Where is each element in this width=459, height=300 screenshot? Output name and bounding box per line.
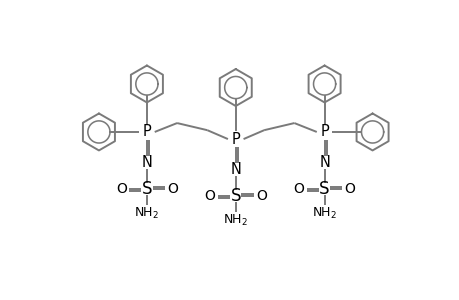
Text: NH$_2$: NH$_2$ bbox=[223, 212, 248, 228]
Text: P: P bbox=[319, 124, 328, 140]
Text: N: N bbox=[141, 155, 152, 170]
Text: S: S bbox=[319, 180, 329, 198]
Text: P: P bbox=[231, 132, 240, 147]
Text: O: O bbox=[293, 182, 304, 196]
Text: N: N bbox=[230, 162, 241, 177]
Text: O: O bbox=[116, 182, 127, 196]
Text: O: O bbox=[167, 182, 178, 196]
Text: NH$_2$: NH$_2$ bbox=[311, 206, 336, 220]
Text: P: P bbox=[142, 124, 151, 140]
Text: S: S bbox=[230, 187, 241, 205]
Text: S: S bbox=[141, 180, 152, 198]
Text: O: O bbox=[204, 189, 215, 203]
Text: O: O bbox=[344, 182, 355, 196]
Text: NH$_2$: NH$_2$ bbox=[134, 206, 159, 220]
Text: N: N bbox=[319, 155, 329, 170]
Text: O: O bbox=[255, 189, 266, 203]
